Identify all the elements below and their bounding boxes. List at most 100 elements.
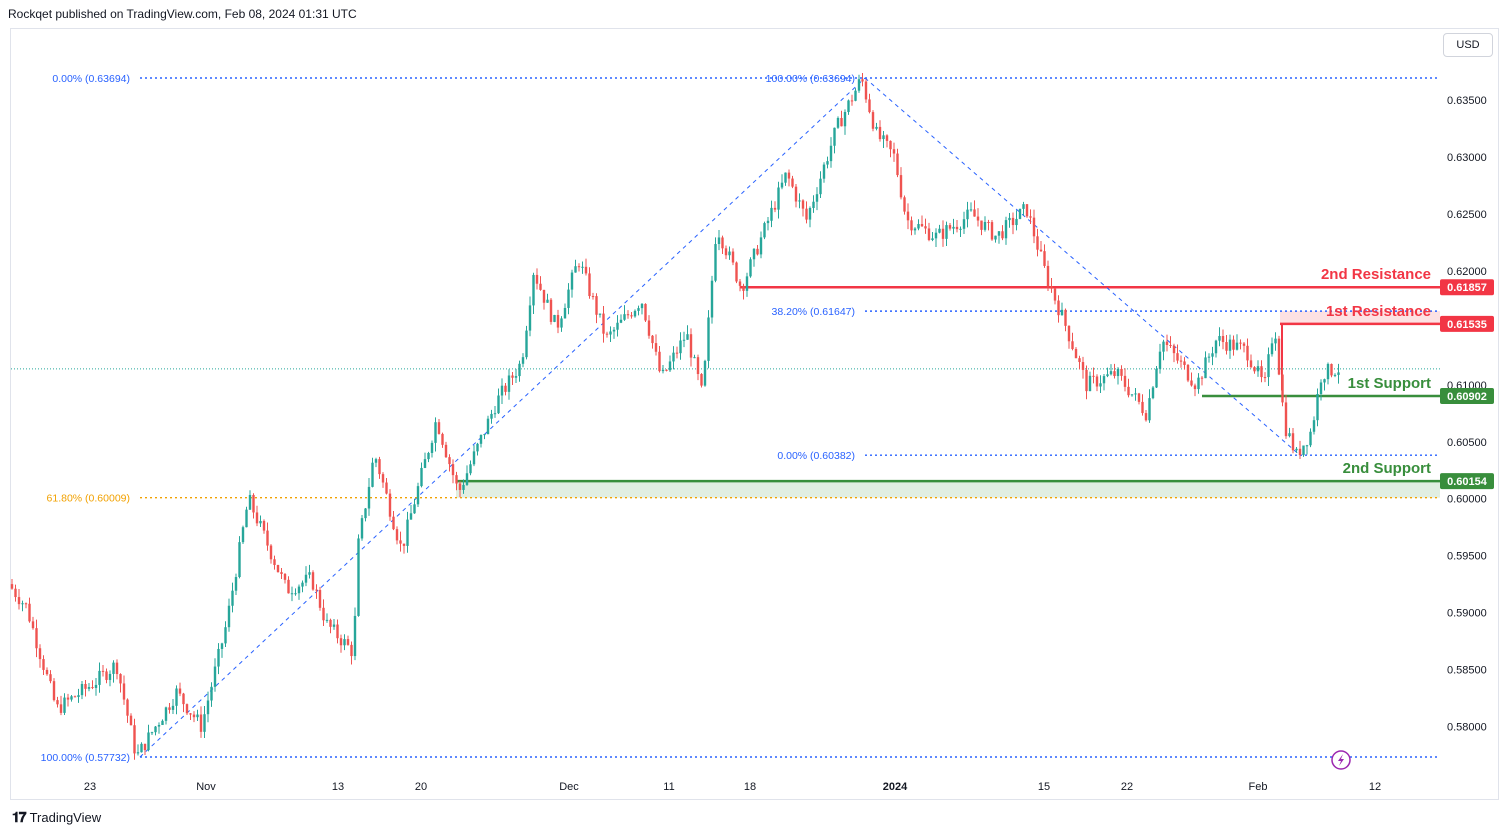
candle-body bbox=[343, 639, 346, 646]
candle-body bbox=[679, 340, 682, 354]
candle-body bbox=[990, 222, 994, 240]
candle-body bbox=[805, 208, 808, 220]
candle-body bbox=[465, 473, 469, 485]
candle-body bbox=[353, 615, 357, 657]
candle-body bbox=[749, 259, 752, 277]
candle-body bbox=[238, 542, 241, 578]
footer: 𝟏𝟕 TradingView bbox=[12, 809, 101, 826]
candle-body bbox=[1158, 351, 1162, 369]
price-tick-label: 0.62000 bbox=[1447, 266, 1487, 278]
candle-body bbox=[1207, 356, 1211, 358]
candle-body bbox=[693, 357, 696, 359]
fib-level-label: 100.00% (0.63694) bbox=[766, 73, 855, 85]
candle-body bbox=[224, 627, 227, 644]
candle-body bbox=[602, 313, 605, 334]
candle-body bbox=[924, 226, 927, 229]
candle-body bbox=[532, 274, 535, 306]
candle-body bbox=[941, 228, 945, 239]
candle-body bbox=[973, 209, 976, 217]
candle-body bbox=[910, 220, 913, 231]
candle-body bbox=[192, 714, 196, 718]
currency-selector[interactable]: USD bbox=[1443, 33, 1493, 57]
candle-body bbox=[1200, 377, 1204, 379]
candle-body bbox=[581, 266, 584, 268]
candle-body bbox=[276, 565, 280, 573]
fib-trend-line bbox=[864, 77, 1301, 456]
candle-body bbox=[17, 597, 21, 605]
candle-body bbox=[1106, 374, 1109, 377]
candle-body bbox=[1337, 372, 1340, 375]
candle-body bbox=[220, 643, 224, 649]
candle-body bbox=[164, 707, 168, 721]
candle-body bbox=[24, 603, 28, 605]
candle-body bbox=[339, 638, 343, 646]
candle-body bbox=[1123, 375, 1127, 387]
candle-body bbox=[241, 527, 245, 543]
candle-body bbox=[136, 752, 140, 754]
candle-body bbox=[413, 504, 416, 514]
candle-body bbox=[28, 603, 31, 622]
candle-body bbox=[430, 442, 434, 453]
candle-body bbox=[759, 237, 763, 255]
candle-body bbox=[304, 574, 308, 583]
candle-body bbox=[1001, 231, 1004, 239]
candle-body bbox=[374, 459, 378, 463]
candle-body bbox=[682, 339, 686, 341]
candle-body bbox=[962, 219, 966, 229]
candle-body bbox=[539, 283, 542, 290]
candle-body bbox=[1302, 445, 1305, 456]
candle-body bbox=[717, 237, 721, 245]
candle-body bbox=[248, 494, 252, 510]
candle-body bbox=[406, 519, 409, 546]
candle-body bbox=[840, 117, 843, 127]
candle-body bbox=[1267, 354, 1270, 378]
candle-body bbox=[1109, 371, 1113, 375]
candle-body bbox=[777, 187, 780, 210]
candle-body bbox=[462, 484, 465, 490]
candle-body bbox=[1253, 367, 1256, 372]
price-tick-label: 0.58500 bbox=[1447, 665, 1487, 677]
candle-body bbox=[948, 225, 952, 229]
candle-body bbox=[511, 375, 514, 378]
candle-body bbox=[861, 79, 864, 82]
candle-body bbox=[399, 540, 402, 544]
candle-body bbox=[1137, 393, 1141, 402]
candle-body bbox=[80, 683, 84, 696]
candle-body bbox=[1235, 342, 1239, 350]
fib-retracements: 0.00% (0.63694) 100.00% (0.63694) 38.20% (… bbox=[41, 73, 1440, 764]
candle-body bbox=[378, 459, 381, 475]
candle-body bbox=[514, 376, 518, 378]
candle-body bbox=[1204, 357, 1207, 379]
candle-body bbox=[1284, 402, 1288, 437]
candle-body bbox=[318, 590, 322, 608]
price-tick-label: 0.62500 bbox=[1447, 209, 1487, 221]
publish-header: Rockqet published on TradingView.com, Fe… bbox=[8, 7, 357, 21]
candle-body bbox=[934, 232, 938, 239]
candle-body bbox=[780, 182, 784, 188]
candle-body bbox=[819, 178, 822, 195]
fib-trend-line bbox=[139, 77, 866, 758]
candle-body bbox=[651, 335, 654, 344]
candle-body bbox=[168, 707, 171, 710]
flash-icon[interactable] bbox=[1331, 750, 1351, 770]
candle-body bbox=[49, 674, 52, 682]
candle-body bbox=[273, 559, 276, 566]
candle-body bbox=[115, 662, 119, 675]
candle-body bbox=[45, 669, 49, 675]
candle-body bbox=[903, 197, 906, 212]
candle-body bbox=[469, 464, 472, 474]
candle-body bbox=[1050, 286, 1053, 289]
candle-body bbox=[917, 224, 920, 229]
candle-body bbox=[1008, 217, 1011, 221]
candle-body bbox=[1246, 345, 1249, 361]
candle-body bbox=[675, 352, 679, 354]
candle-body bbox=[763, 223, 766, 238]
candle-body bbox=[1186, 364, 1190, 381]
candle-body bbox=[864, 81, 868, 100]
candle-body bbox=[266, 530, 269, 546]
candle-body bbox=[854, 90, 857, 101]
candle-body bbox=[518, 363, 521, 377]
candle-body bbox=[563, 307, 567, 319]
candle-body bbox=[1032, 217, 1036, 237]
